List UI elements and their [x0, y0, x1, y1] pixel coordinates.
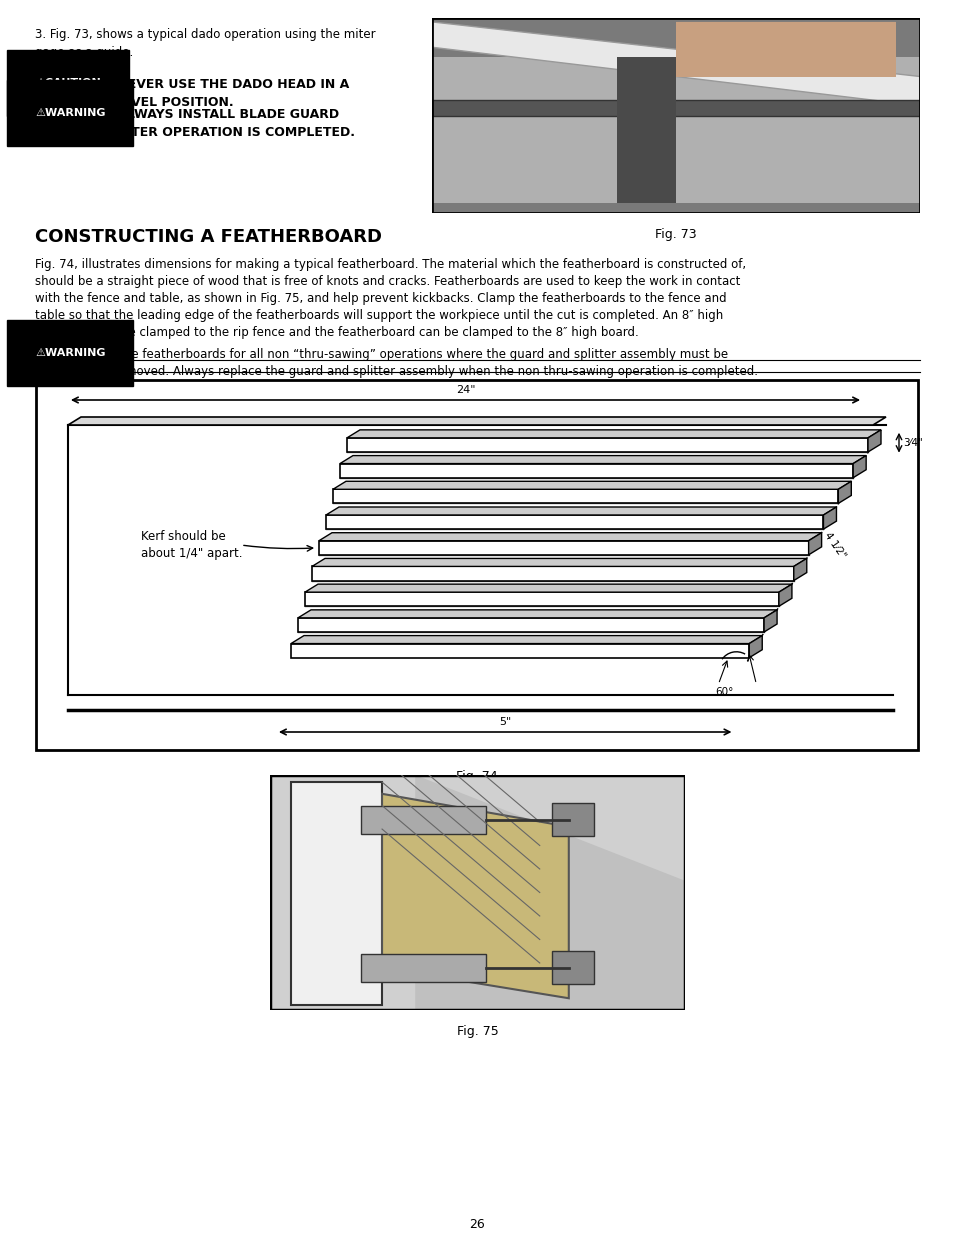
Bar — [676, 22, 895, 77]
Bar — [318, 541, 808, 555]
Polygon shape — [347, 430, 880, 438]
Polygon shape — [838, 482, 850, 504]
Text: CONSTRUCTING A FEATHERBOARD: CONSTRUCTING A FEATHERBOARD — [35, 228, 381, 246]
Bar — [552, 951, 593, 984]
Polygon shape — [852, 456, 865, 478]
Bar — [312, 567, 793, 580]
Polygon shape — [339, 456, 865, 463]
Polygon shape — [867, 430, 880, 452]
Polygon shape — [305, 584, 791, 592]
Bar — [297, 618, 763, 632]
Text: Fig. 74: Fig. 74 — [456, 769, 497, 783]
Text: ⚠CAUTION: ⚠CAUTION — [35, 78, 101, 88]
Polygon shape — [68, 417, 885, 425]
Text: 4 1⁄2": 4 1⁄2" — [821, 531, 846, 561]
Bar — [291, 643, 748, 658]
Bar — [347, 438, 867, 452]
Bar — [552, 803, 593, 836]
Text: 3. Fig. 73, shows a typical dado operation using the miter
gage as a guide.: 3. Fig. 73, shows a typical dado operati… — [35, 28, 375, 59]
Text: Fig. 74, illustrates dimensions for making a typical featherboard. The material : Fig. 74, illustrates dimensions for maki… — [35, 258, 745, 338]
Bar — [361, 805, 485, 834]
Bar — [36, 380, 917, 750]
Text: Use featherboards for all non “thru-sawing” operations where the guard and split: Use featherboards for all non “thru-sawi… — [112, 348, 758, 378]
Text: 3⁄4": 3⁄4" — [902, 437, 922, 448]
Polygon shape — [415, 776, 684, 1010]
Bar — [361, 953, 485, 982]
Polygon shape — [291, 636, 761, 643]
Bar — [291, 782, 381, 1005]
Polygon shape — [333, 482, 850, 489]
Text: ⚠WARNING: ⚠WARNING — [35, 107, 106, 119]
Bar — [617, 57, 676, 204]
Text: ALWAYS INSTALL BLADE GUARD
AFTER OPERATION IS COMPLETED.: ALWAYS INSTALL BLADE GUARD AFTER OPERATI… — [112, 107, 355, 140]
Polygon shape — [381, 794, 568, 998]
Polygon shape — [778, 584, 791, 606]
Bar — [326, 515, 822, 529]
Polygon shape — [676, 22, 895, 73]
Polygon shape — [312, 558, 806, 567]
Text: Kerf should be
about 1/4" apart.: Kerf should be about 1/4" apart. — [141, 530, 242, 559]
Polygon shape — [763, 610, 777, 632]
Text: 5": 5" — [498, 718, 511, 727]
Polygon shape — [748, 636, 761, 658]
Polygon shape — [808, 532, 821, 555]
Bar — [339, 463, 852, 478]
Polygon shape — [822, 508, 836, 529]
Text: 24": 24" — [456, 385, 475, 395]
Bar — [305, 592, 778, 606]
Text: ⚠WARNING: ⚠WARNING — [35, 348, 106, 358]
Text: Fig. 75: Fig. 75 — [456, 1025, 497, 1037]
Polygon shape — [326, 508, 836, 515]
Polygon shape — [297, 610, 777, 618]
Text: 26: 26 — [469, 1218, 484, 1231]
Bar — [432, 100, 919, 116]
Polygon shape — [432, 22, 919, 106]
Polygon shape — [793, 558, 806, 580]
Text: Fig. 73: Fig. 73 — [655, 228, 696, 241]
Polygon shape — [318, 532, 821, 541]
Bar — [432, 57, 919, 204]
Text: NEVER USE THE DADO HEAD IN A
BEVEL POSITION.: NEVER USE THE DADO HEAD IN A BEVEL POSIT… — [112, 78, 349, 109]
Text: 60°: 60° — [715, 688, 733, 698]
Bar — [333, 489, 838, 504]
